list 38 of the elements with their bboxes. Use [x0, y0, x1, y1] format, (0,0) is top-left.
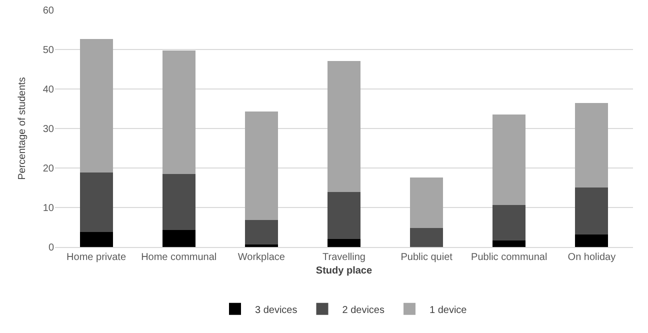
x-tick-label: Workplace: [238, 252, 286, 263]
bar: [575, 187, 608, 234]
bar: [162, 230, 196, 247]
x-tick-label: Public communal: [471, 252, 548, 263]
bar: [244, 112, 278, 220]
bar: [575, 234, 608, 247]
bar: [327, 239, 361, 247]
x-axis-title: Study place: [316, 266, 372, 276]
y-tick-label: 50: [42, 45, 54, 56]
y-tick-label: 30: [42, 124, 54, 135]
bar: [162, 174, 196, 230]
x-tick-label: Home communal: [141, 252, 217, 263]
legend-label: 2 devices: [342, 304, 384, 316]
y-tick-label: 10: [42, 203, 54, 214]
y-axis-title: Percentage of students: [17, 77, 28, 180]
bar: [162, 50, 196, 174]
bar: [575, 102, 608, 188]
bar: [244, 220, 278, 245]
bar: [327, 60, 361, 192]
x-tick-label: On holiday: [568, 252, 616, 263]
y-tick-label: 0: [48, 242, 54, 254]
x-tick-label: Home private: [66, 252, 126, 263]
legend-label: 1 device: [430, 304, 468, 316]
bar: [327, 192, 361, 240]
bar: [492, 114, 526, 206]
bar: [410, 177, 444, 228]
x-tick-label: Travelling: [322, 252, 366, 263]
y-tick-label: 20: [42, 164, 54, 174]
bar: [80, 172, 113, 232]
x-tick-label: Public quiet: [400, 252, 453, 263]
bar: [492, 240, 526, 247]
bar: [80, 232, 113, 247]
y-tick-label: 60: [42, 6, 54, 16]
bar: [492, 205, 526, 241]
bar: [410, 228, 444, 247]
y-tick-label: 40: [42, 84, 54, 96]
legend-label: 3 devices: [255, 304, 298, 316]
bar: [80, 38, 113, 172]
